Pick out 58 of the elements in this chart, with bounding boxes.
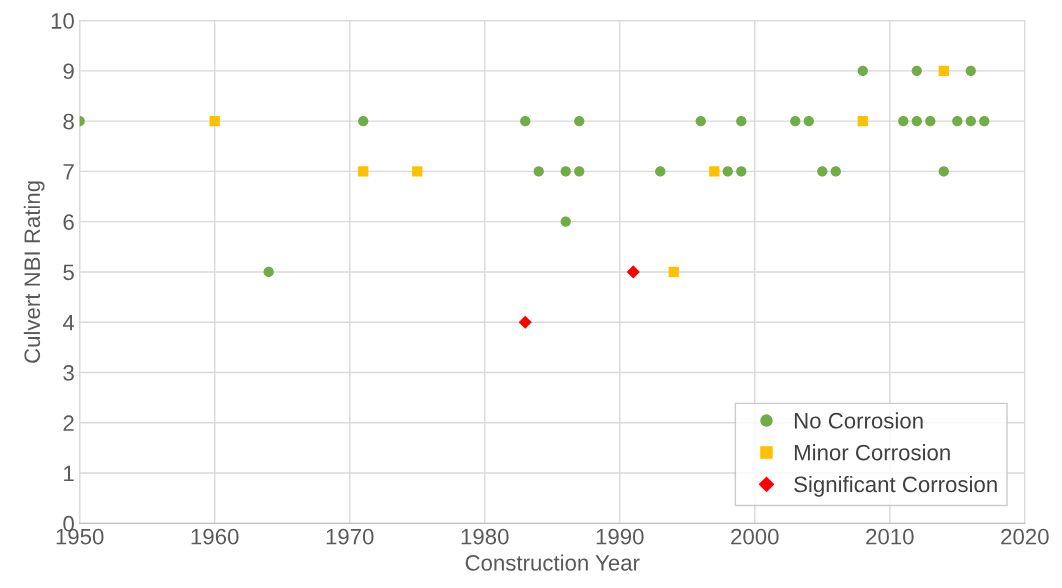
- x-tick-label: 1960: [191, 528, 239, 545]
- y-tick-label: 8: [63, 113, 74, 130]
- y-tick-label: 10: [51, 13, 74, 29]
- x-tick-label: 2000: [731, 528, 779, 545]
- point: [695, 115, 706, 127]
- point: [709, 166, 720, 177]
- point: [722, 166, 733, 177]
- point: [668, 266, 679, 278]
- point: [533, 166, 544, 177]
- point: [979, 115, 990, 127]
- point: [358, 115, 369, 127]
- point: [790, 115, 801, 127]
- point: [857, 115, 868, 127]
- y-tick-label: 2: [63, 415, 74, 431]
- point: [898, 115, 909, 127]
- x-tick-label: 1970: [326, 528, 374, 545]
- legend-label: No Corrosion: [794, 412, 923, 429]
- point: [736, 115, 747, 127]
- point: [655, 166, 666, 177]
- point: [817, 166, 828, 177]
- point: [412, 166, 423, 177]
- x-tick-label: 2010: [866, 528, 914, 545]
- point: [911, 65, 922, 76]
- point: [209, 115, 220, 127]
- y-tick-label: 7: [63, 164, 74, 180]
- legend-label: Minor Corrosion: [794, 444, 950, 461]
- point: [520, 115, 531, 127]
- point: [358, 166, 369, 177]
- x-tick-label: 1980: [461, 528, 509, 545]
- point: [736, 166, 747, 177]
- point: [518, 315, 532, 329]
- legend-label: Significant Corrosion: [794, 475, 997, 497]
- x-axis-title: Construction Year: [465, 554, 640, 571]
- point: [952, 115, 963, 127]
- point: [830, 166, 841, 177]
- point: [626, 265, 640, 279]
- point: [911, 115, 922, 127]
- y-tick-label: 9: [63, 63, 74, 80]
- y-tick-label: 4: [62, 314, 75, 331]
- point: [560, 166, 571, 177]
- point: [857, 65, 868, 76]
- x-tick-label: 2020: [1001, 528, 1049, 545]
- point: [925, 115, 936, 127]
- y-tick-label: 5: [63, 264, 74, 281]
- y-axis-title: Culvert NBI Rating: [23, 181, 45, 363]
- point: [263, 266, 274, 278]
- y-tick-label: 3: [63, 365, 74, 381]
- point: [938, 166, 949, 177]
- point: [803, 115, 814, 127]
- x-tick-label: 1990: [596, 528, 644, 545]
- point: [965, 65, 976, 76]
- y-tick-label: 1: [64, 465, 74, 482]
- y-tick-label: 6: [63, 214, 74, 230]
- point: [574, 115, 585, 127]
- point: [938, 65, 949, 76]
- point: [965, 115, 976, 127]
- point: [574, 166, 585, 177]
- point: [560, 216, 571, 227]
